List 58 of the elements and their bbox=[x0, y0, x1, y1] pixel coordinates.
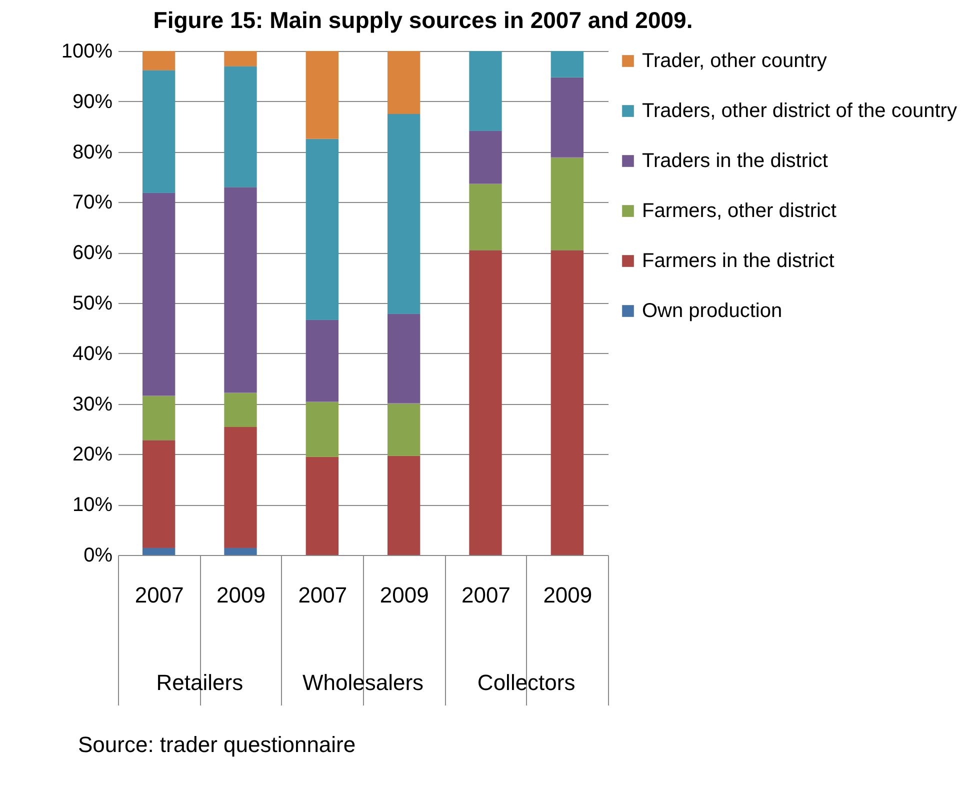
bar bbox=[469, 130, 502, 184]
legend-label: Trader, other country bbox=[642, 50, 827, 72]
bar bbox=[550, 250, 584, 555]
y-tick-label: 0% bbox=[84, 544, 113, 566]
y-tick-label: 40% bbox=[72, 342, 113, 365]
bar bbox=[388, 403, 420, 456]
x-tick-label: 2009 bbox=[380, 582, 429, 608]
bar bbox=[224, 51, 257, 66]
bar bbox=[550, 157, 584, 250]
y-tick-label: 100% bbox=[61, 40, 113, 62]
bar bbox=[142, 440, 176, 548]
bar bbox=[142, 51, 176, 70]
bar bbox=[306, 320, 338, 402]
bar bbox=[224, 187, 257, 393]
chart-title: Figure 15: Main supply sources in 2007 and 2009. bbox=[153, 7, 693, 33]
bar bbox=[306, 456, 338, 555]
y-tick-label: 30% bbox=[72, 393, 113, 416]
bar bbox=[550, 51, 584, 78]
legend-label: Traders, other district of the country bbox=[642, 100, 957, 122]
x-tick-label: 2009 bbox=[216, 582, 266, 608]
bar bbox=[224, 426, 257, 548]
bar bbox=[388, 51, 420, 114]
bar bbox=[469, 184, 502, 250]
legend-label: Farmers, other district bbox=[642, 200, 837, 222]
bar bbox=[142, 396, 176, 440]
y-tick-label: 10% bbox=[72, 494, 113, 516]
text: Retailers bbox=[156, 670, 244, 695]
bar bbox=[142, 547, 176, 555]
bar bbox=[550, 77, 584, 158]
bar bbox=[142, 192, 176, 396]
y-tick-label: 60% bbox=[72, 242, 113, 264]
bar bbox=[224, 66, 257, 188]
y-tick-label: 20% bbox=[72, 444, 113, 466]
legend-label: Own production bbox=[642, 300, 782, 322]
bar bbox=[388, 314, 420, 404]
bar bbox=[224, 547, 257, 555]
text: Wholesalers bbox=[302, 670, 424, 695]
bar bbox=[142, 70, 176, 193]
bar bbox=[306, 138, 338, 320]
bar bbox=[306, 51, 338, 139]
bar bbox=[469, 51, 502, 131]
bar bbox=[224, 392, 257, 427]
bar bbox=[388, 114, 420, 314]
text: Collectors bbox=[477, 670, 576, 695]
x-tick-label: 2009 bbox=[543, 582, 592, 608]
y-tick-label: 80% bbox=[72, 141, 113, 164]
bar bbox=[306, 402, 338, 457]
legend-label: Traders in the district bbox=[642, 150, 828, 172]
source-note: Source: trader questionnaire bbox=[78, 732, 356, 757]
y-tick-label: 50% bbox=[72, 292, 113, 314]
x-tick-label: 2007 bbox=[134, 582, 184, 608]
bar bbox=[469, 250, 502, 555]
y-tick-label: 70% bbox=[72, 192, 113, 214]
bar bbox=[388, 456, 420, 555]
x-tick-label: 2007 bbox=[298, 582, 348, 608]
x-tick-label: 2007 bbox=[462, 582, 510, 608]
legend-label: Farmers in the district bbox=[642, 250, 835, 272]
y-tick-label: 90% bbox=[72, 90, 113, 113]
